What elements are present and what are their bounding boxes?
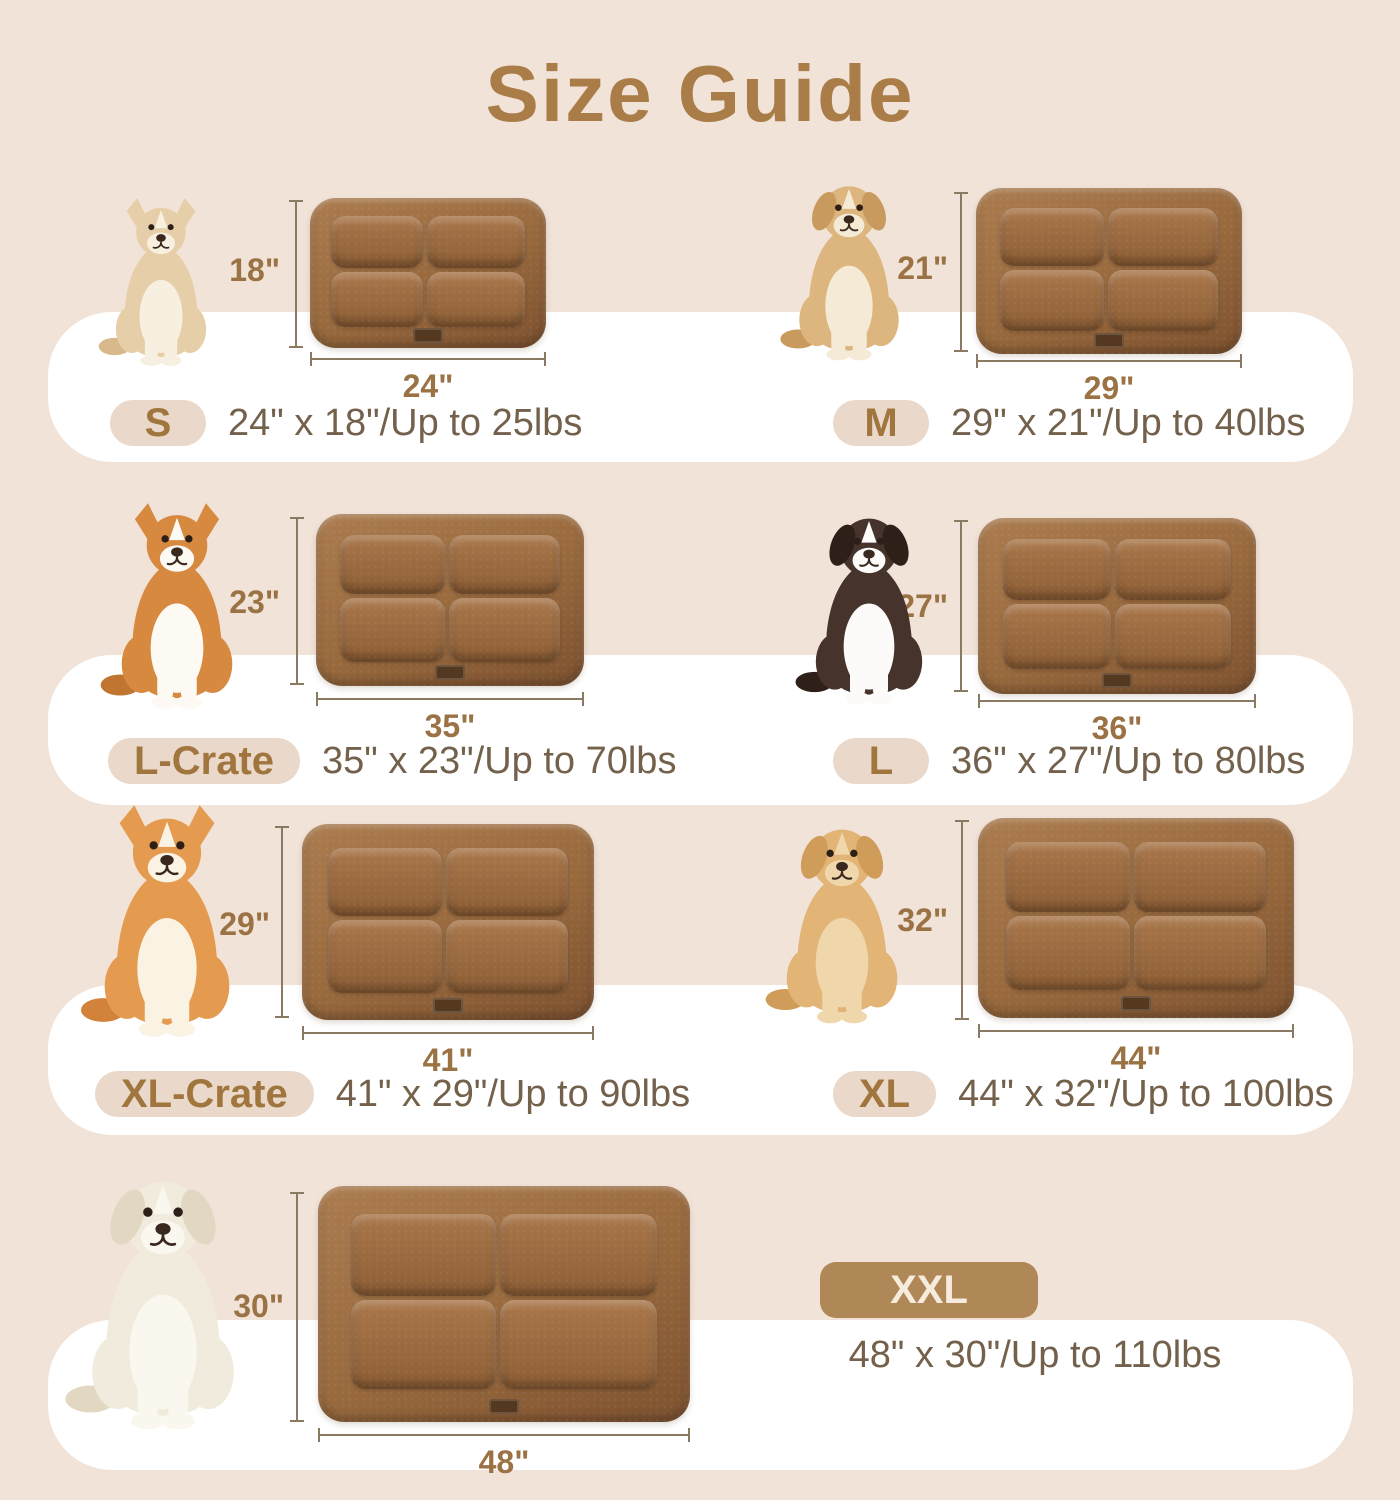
- crate-mat-image: [976, 188, 1242, 354]
- size-summary: S 24" x 18"/Up to 25lbs: [110, 400, 582, 446]
- width-measure-line: [302, 1032, 594, 1034]
- size-summary: L-Crate 35" x 23"/Up to 70lbs: [108, 738, 676, 784]
- height-measure-line: [296, 1192, 298, 1422]
- width-label: 24": [402, 368, 454, 404]
- height-label: 29": [219, 906, 270, 942]
- height-label: 23": [229, 584, 280, 620]
- mat-quilt: [1003, 539, 1231, 670]
- brand-tag: [433, 998, 463, 1014]
- mat-quilt: [351, 1214, 657, 1389]
- mat-quilt: [328, 847, 568, 993]
- dog-golden-retriever-icon: [763, 793, 921, 1048]
- dog-corgi-icon: [98, 500, 256, 712]
- mat-quilt: [331, 216, 525, 327]
- dog-border-collie-icon: [793, 497, 945, 715]
- width-measure-line: [978, 1030, 1294, 1032]
- width-measure-line: [318, 1434, 690, 1436]
- size-badge: L-Crate: [108, 738, 301, 784]
- brand-tag: [1121, 996, 1151, 1011]
- size-summary: L 36" x 27"/Up to 80lbs: [833, 738, 1305, 784]
- crate-mat-image: [318, 1186, 690, 1422]
- height-measure-line: [960, 520, 962, 692]
- mat-quilt: [1006, 842, 1266, 990]
- size-badge: M: [833, 400, 929, 446]
- size-badge: L: [833, 738, 929, 784]
- crate-mat-image: [978, 818, 1294, 1018]
- size-summary: M 29" x 21"/Up to 40lbs: [833, 400, 1305, 446]
- width-label: 44": [1110, 1040, 1162, 1076]
- brand-tag: [1094, 333, 1124, 349]
- height-measure-line: [961, 820, 963, 1020]
- mat-quilt: [340, 534, 560, 662]
- width-label: 41": [422, 1042, 474, 1078]
- width-measure-line: [316, 698, 584, 700]
- height-label: 21": [897, 250, 948, 286]
- crate-mat-image: [302, 824, 594, 1020]
- height-measure-line: [296, 517, 298, 685]
- brand-tag: [489, 1398, 519, 1414]
- size-badge: XL: [833, 1071, 937, 1117]
- mat-quilt: [999, 207, 1219, 331]
- height-label: 32": [897, 902, 948, 938]
- width-label: 29": [1083, 370, 1135, 406]
- height-label: 18": [229, 252, 280, 288]
- dog-white-retriever-icon: [62, 1150, 264, 1446]
- page-title: Size Guide: [485, 49, 915, 138]
- crate-mat-image: [316, 514, 584, 686]
- size-badge: S: [110, 400, 206, 446]
- width-measure-line: [976, 360, 1242, 362]
- crate-mat-image: [978, 518, 1256, 694]
- row-band-4: [48, 1320, 1353, 1470]
- brand-tag: [1102, 672, 1132, 688]
- width-measure-line: [978, 700, 1256, 702]
- brand-tag: [435, 664, 465, 680]
- brand-tag: [413, 327, 443, 343]
- height-measure-line: [295, 200, 297, 348]
- width-label: 36": [1091, 710, 1143, 746]
- dog-chihuahua-icon: [92, 196, 230, 368]
- height-label: 30": [233, 1288, 284, 1324]
- size-spec: 48" x 30"/Up to 110lbs: [848, 1334, 1222, 1376]
- height-measure-line: [960, 192, 962, 352]
- size-summary: XL 44" x 32"/Up to 100lbs: [833, 1071, 1334, 1117]
- width-label: 35": [424, 708, 476, 744]
- size-spec: 35" x 23"/Up to 70lbs: [322, 739, 677, 782]
- size-spec: 36" x 27"/Up to 80lbs: [951, 739, 1306, 782]
- size-spec: 24" x 18"/Up to 25lbs: [228, 401, 583, 444]
- height-measure-line: [281, 826, 283, 1018]
- size-spec: 29" x 21"/Up to 40lbs: [951, 401, 1306, 444]
- width-label: 48": [478, 1444, 530, 1480]
- crate-mat-image: [310, 198, 546, 348]
- width-measure-line: [310, 358, 546, 360]
- dog-fluffy-puppy-icon: [778, 172, 920, 364]
- size-badge-xxl: XXL: [820, 1262, 1038, 1318]
- size-spec: 41" x 29"/Up to 90lbs: [335, 1072, 691, 1115]
- size-spec: 44" x 32"/Up to 100lbs: [958, 1072, 1334, 1115]
- size-summary: XL-Crate 41" x 29"/Up to 90lbs: [95, 1071, 690, 1117]
- dog-shiba-inu-icon: [78, 798, 256, 1044]
- size-badge: XL-Crate: [95, 1071, 314, 1117]
